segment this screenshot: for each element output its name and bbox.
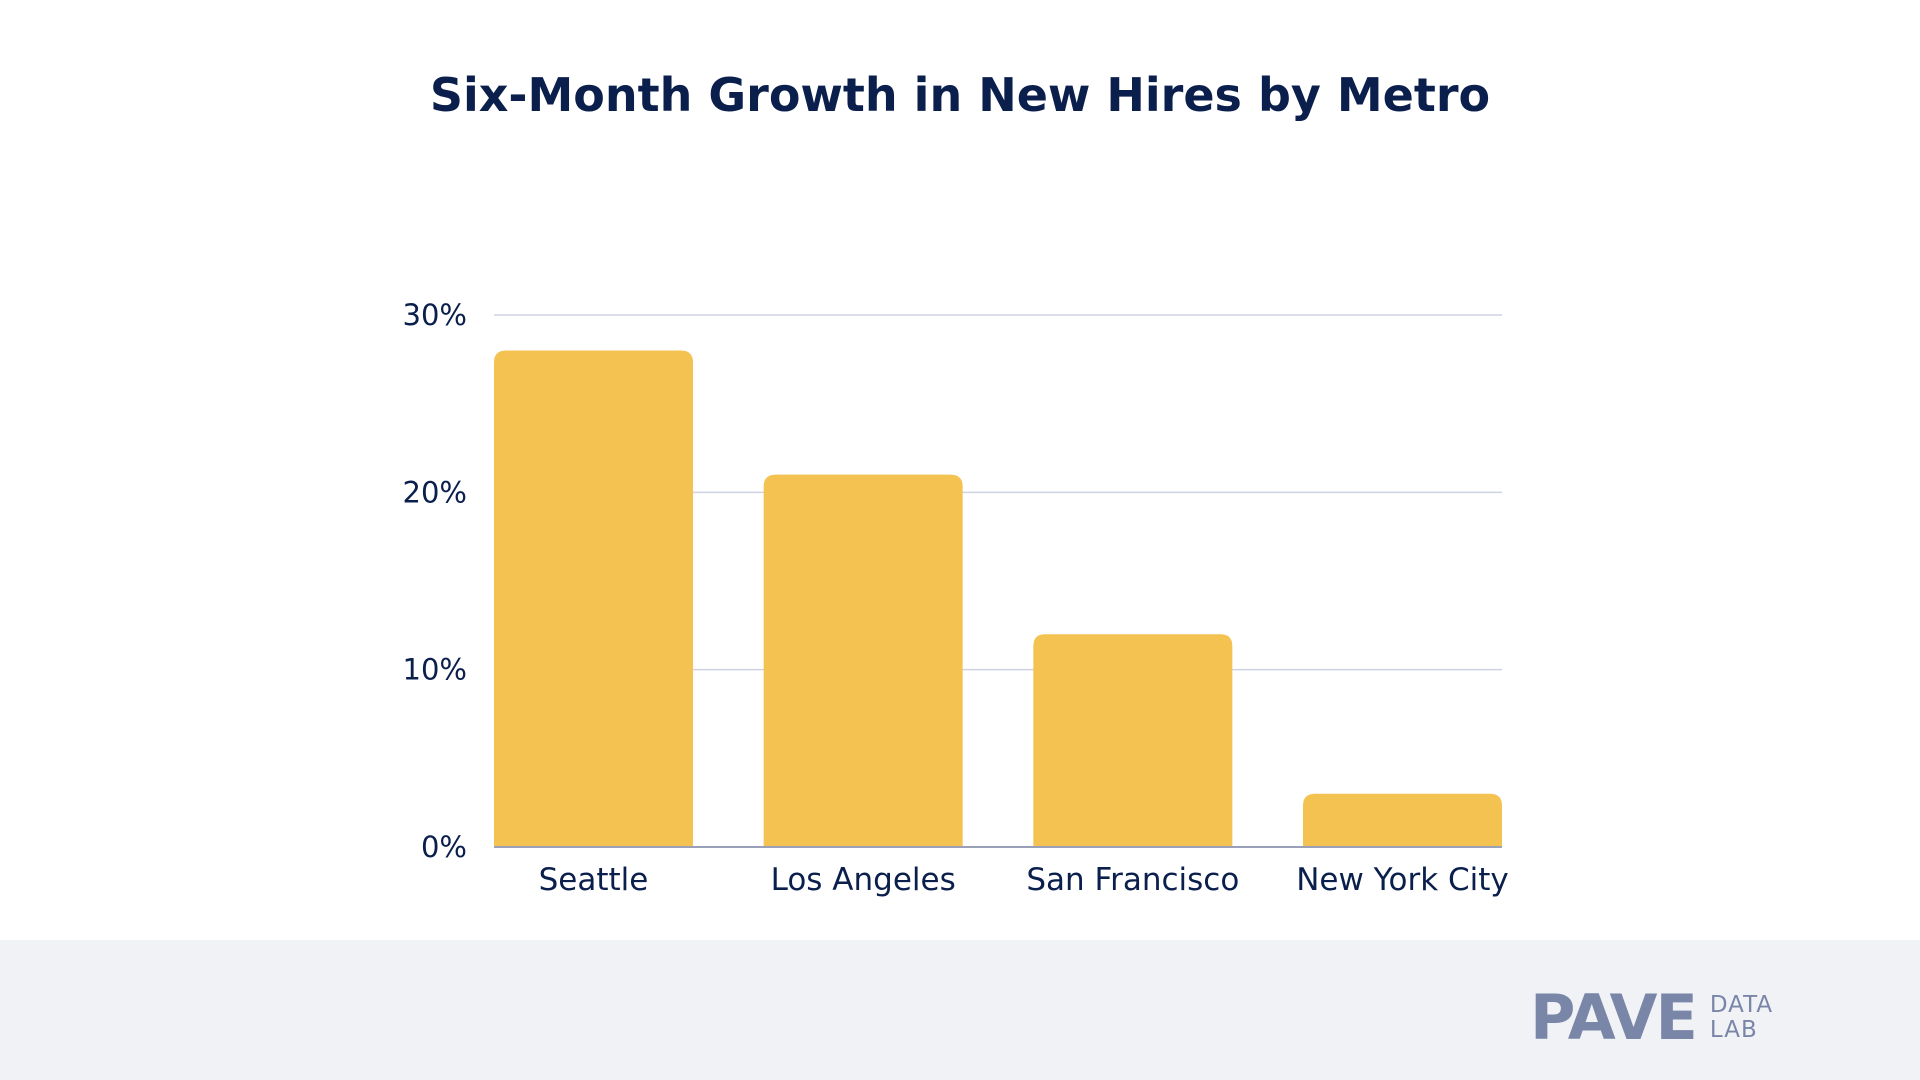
footer-band [0,940,1920,1080]
logo-sub-bottom: LAB [1709,1017,1758,1043]
y-axis-ticks: 0% 10% 20% 30% [403,298,467,864]
bar-seattle [494,350,693,847]
y-tick-label: 30% [403,298,467,332]
y-tick-label: 0% [421,830,467,864]
x-category-label: Seattle [539,862,649,898]
x-category-label: New York City [1296,862,1509,898]
y-tick-label: 20% [403,475,467,509]
bar-los-angeles [763,474,963,847]
bar-new-york-city [1303,793,1502,847]
y-tick-label: 10% [403,653,467,687]
pave-data-lab-logo: PAVE DATA LAB [1530,981,1773,1054]
logo-wordmark: PAVE [1530,981,1698,1054]
x-category-label: San Francisco [1026,862,1239,898]
bars [494,350,1502,847]
logo-sub-top: DATA [1709,992,1774,1019]
logo-subtext: DATA LAB [1710,993,1773,1043]
chart-title: Six-Month Growth in New Hires by Metro [429,68,1491,122]
x-axis-categories: Seattle Los Angeles San Francisco New York … [539,862,1509,898]
x-category-label: Los Angeles [771,862,956,898]
bar-chart: 0% 10% 20% 30% Seattle Los Angeles San Franci… [403,298,1509,898]
bar-san-francisco [1033,634,1233,847]
